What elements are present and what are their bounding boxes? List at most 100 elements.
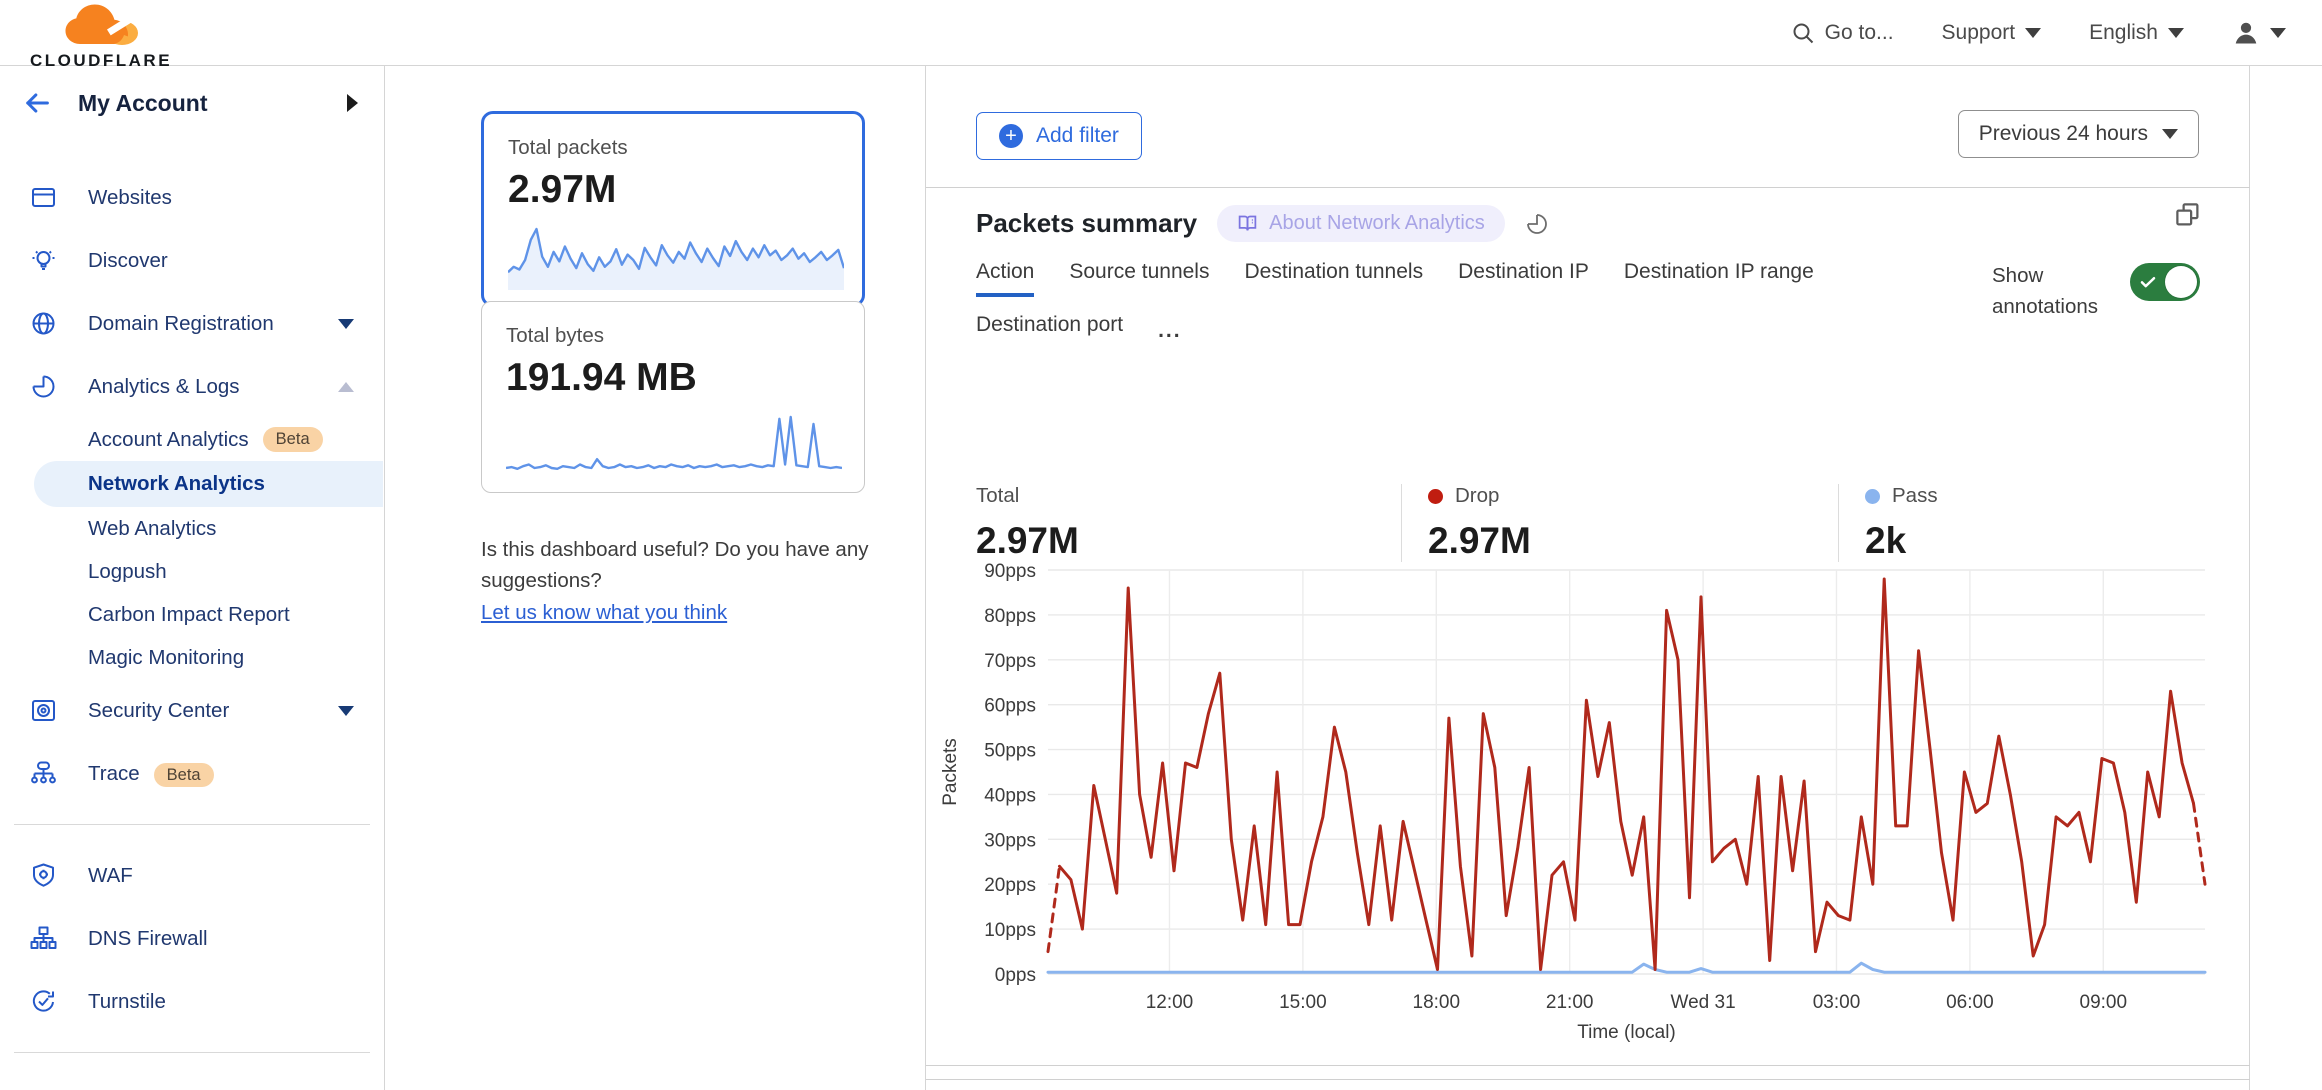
account-menu[interactable] bbox=[2232, 19, 2286, 47]
account-title: My Account bbox=[78, 89, 208, 116]
user-icon bbox=[2235, 22, 2257, 44]
sidebar-item-dns-firewall[interactable]: DNS Firewall bbox=[0, 907, 384, 970]
svg-text:21:00: 21:00 bbox=[1546, 992, 1594, 1013]
feedback-link[interactable]: Let us know what you think bbox=[481, 601, 728, 624]
cloudflare-logo-word: CLOUDFLARE bbox=[29, 51, 173, 70]
panel-header: Packets summary About Network Analytics bbox=[976, 205, 1549, 242]
sidebar-subitem-carbon-impact-report[interactable]: Carbon Impact Report bbox=[0, 593, 384, 636]
sidebar-item-turnstile[interactable]: Turnstile bbox=[0, 970, 384, 1033]
show-annotations-label: Show annotations bbox=[1992, 264, 2099, 318]
goto-label: Go to... bbox=[1824, 21, 1894, 44]
feedback-block: Is this dashboard useful? Do you have an… bbox=[481, 534, 871, 628]
plus-icon: + bbox=[999, 124, 1023, 148]
sidebar-subitem-account-analytics[interactable]: Account Analytics Beta bbox=[0, 418, 384, 461]
total-packets-sparkline bbox=[507, 224, 846, 290]
svg-text:30pps: 30pps bbox=[984, 830, 1036, 851]
beta-badge: Beta bbox=[153, 762, 214, 787]
stat-drop: Drop 2.97M bbox=[1401, 484, 1838, 562]
sidebar-item-domain-registration[interactable]: Domain Registration bbox=[0, 292, 384, 355]
sidebar-subitem-label: Account Analytics bbox=[88, 427, 249, 451]
language-menu[interactable]: English bbox=[2089, 21, 2184, 45]
sidebar-item-security-center[interactable]: Security Center bbox=[0, 679, 384, 742]
sidebar-subitem-logpush[interactable]: Logpush bbox=[0, 550, 384, 593]
svg-text:60pps: 60pps bbox=[984, 696, 1036, 717]
vault-icon bbox=[32, 700, 55, 721]
stat-total: Total 2.97M bbox=[976, 484, 1401, 562]
browser-icon bbox=[32, 188, 55, 207]
sidebar-subitem-label: Web Analytics bbox=[88, 516, 217, 540]
sidebar-item-trace[interactable]: Trace Beta bbox=[0, 742, 384, 805]
collapse-caret-icon[interactable] bbox=[338, 381, 354, 392]
stat-label: Total bbox=[976, 484, 1381, 508]
show-annotations-toggle[interactable] bbox=[2130, 263, 2200, 301]
packets-chart[interactable]: 0pps 10pps 20pps 30pps 40pps 50pps 60pps 70pps 8… bbox=[930, 550, 2222, 1055]
sidebar-subitem-network-analytics[interactable]: Network Analytics bbox=[34, 461, 383, 507]
about-network-analytics-badge[interactable]: About Network Analytics bbox=[1217, 205, 1505, 242]
cloudflare-logo[interactable]: CLOUDFLARE bbox=[26, 4, 176, 71]
svg-text:03:00: 03:00 bbox=[1813, 992, 1861, 1013]
tab-destination-tunnels[interactable]: Destination tunnels bbox=[1244, 260, 1424, 283]
header-nav: Go to... Support English bbox=[1791, 0, 2286, 66]
sidebar-item-label: Trace Beta bbox=[88, 762, 384, 787]
svg-text:12:00: 12:00 bbox=[1146, 992, 1194, 1013]
cloudflare-cloud-icon bbox=[65, 4, 140, 45]
sidebar-item-label: Analytics & Logs bbox=[88, 374, 240, 398]
svg-text:40pps: 40pps bbox=[984, 785, 1036, 806]
next-panel-top-edge bbox=[926, 1079, 2250, 1090]
sidebar-item-partial[interactable] bbox=[0, 1072, 384, 1090]
card-value: 2.97M bbox=[508, 168, 617, 211]
svg-text:Time (local): Time (local) bbox=[1577, 1022, 1676, 1043]
tab-destination-ip-range[interactable]: Destination IP range bbox=[1623, 260, 1814, 283]
expand-caret-icon[interactable] bbox=[338, 318, 354, 329]
sidebar-subitem-label: Carbon Impact Report bbox=[88, 602, 290, 626]
sidebar-item-discover[interactable]: Discover bbox=[0, 229, 384, 292]
total-packets-card[interactable]: Total packets 2.97M bbox=[481, 111, 865, 307]
goto-search[interactable]: Go to... bbox=[1791, 21, 1894, 45]
lightbulb-icon bbox=[32, 250, 55, 270]
sidebar-item-analytics-logs[interactable]: Analytics & Logs bbox=[0, 355, 384, 418]
card-label: Total bytes bbox=[506, 324, 604, 347]
add-filter-button[interactable]: + Add filter bbox=[976, 112, 1142, 160]
stat-value: 2.97M bbox=[1428, 520, 1531, 561]
toggle-knob bbox=[2165, 266, 2197, 298]
stat-label: Drop bbox=[1428, 484, 1818, 508]
panel-title: Packets summary bbox=[976, 208, 1198, 238]
tabs-overflow-button[interactable]: ... bbox=[1158, 319, 1182, 342]
trace-icon bbox=[31, 761, 56, 784]
stat-label-text: Pass bbox=[1892, 484, 1938, 507]
sidebar-subitem-label: Logpush bbox=[88, 559, 167, 583]
back-arrow-icon[interactable] bbox=[22, 88, 52, 118]
tab-destination-ip[interactable]: Destination IP bbox=[1458, 260, 1589, 283]
expand-caret-icon[interactable] bbox=[338, 705, 354, 716]
stat-label-text: Drop bbox=[1455, 484, 1500, 507]
stat-value: 2.97M bbox=[976, 520, 1079, 561]
tab-destination-port[interactable]: Destination port bbox=[976, 313, 1124, 336]
tab-source-tunnels[interactable]: Source tunnels bbox=[1069, 260, 1210, 283]
sidebar-item-label: Discover bbox=[88, 248, 168, 272]
dimension-tabs: Action Source tunnels Destination tunnels D… bbox=[976, 246, 1836, 352]
expand-panel-icon[interactable] bbox=[2173, 200, 2203, 230]
sidebar-subitem-web-analytics[interactable]: Web Analytics bbox=[0, 507, 384, 550]
card-value: 191.94 MB bbox=[506, 356, 697, 399]
time-range-dropdown[interactable]: Previous 24 hours bbox=[1957, 110, 2199, 158]
stat-value: 2k bbox=[1865, 520, 1907, 561]
top-header: CLOUDFLARE Go to... Support English bbox=[0, 0, 2322, 70]
search-icon bbox=[1793, 23, 1813, 44]
shield-icon bbox=[33, 863, 54, 887]
account-row[interactable]: My Account bbox=[0, 66, 384, 140]
pie-chart-icon[interactable] bbox=[1525, 212, 1549, 236]
language-label: English bbox=[2089, 21, 2158, 44]
sidebar-item-waf[interactable]: WAF bbox=[0, 844, 384, 907]
sidebar-subitem-magic-monitoring[interactable]: Magic Monitoring bbox=[0, 636, 384, 679]
total-bytes-card[interactable]: Total bytes 191.94 MB bbox=[481, 301, 865, 493]
svg-text:15:00: 15:00 bbox=[1279, 992, 1327, 1013]
svg-text:09:00: 09:00 bbox=[2080, 992, 2128, 1013]
chevron-down-icon bbox=[2168, 28, 2184, 38]
legend-stats-row: Total 2.97M Drop 2.97M Pass 2k bbox=[976, 484, 2205, 562]
tab-action[interactable]: Action bbox=[976, 260, 1035, 297]
sidebar-item-websites[interactable]: Websites bbox=[0, 166, 384, 229]
sidebar-item-label: Security Center bbox=[88, 698, 230, 722]
pass-legend-dot bbox=[1865, 488, 1880, 504]
tree-icon bbox=[30, 926, 57, 949]
support-menu[interactable]: Support bbox=[1942, 21, 2042, 45]
